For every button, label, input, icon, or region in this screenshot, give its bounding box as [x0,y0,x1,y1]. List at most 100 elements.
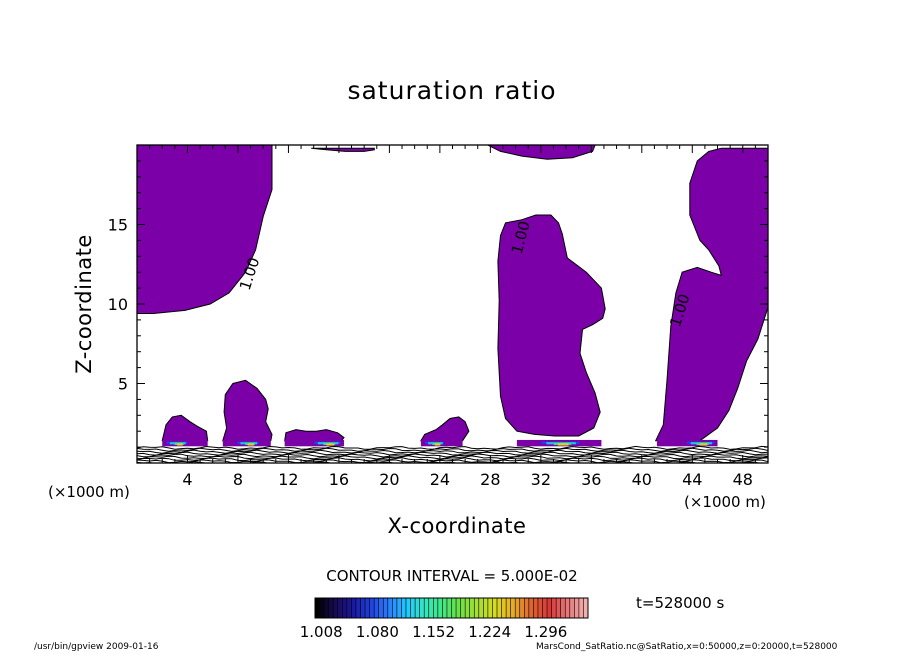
colorbar-cell [524,598,530,618]
colorbar-cell [337,598,343,618]
colorbar-cell [578,598,584,618]
x-tick-label: 20 [379,470,399,489]
saturated-region-bump-25 [420,416,470,442]
colorbar-cell [547,598,552,618]
surface-color-patch [326,443,334,446]
x-tick-label: 32 [531,470,551,489]
colorbar-cell [569,598,575,618]
footer-right: MarsCond_SatRatio.nc@SatRatio,x=0:50000,… [536,642,838,652]
saturated-region-bump-left [161,414,209,442]
surface-color-patch [434,443,441,446]
x-unit-label-right: (×1000 m) [684,493,766,511]
x-axis-label: X-coordinate [387,514,527,538]
colorbar-cell [542,598,548,618]
colorbar-cell [406,598,411,618]
y-tick-label: 10 [108,295,128,314]
colorbar-cell [528,598,534,618]
colorbar-tick-label: 1.152 [412,623,455,641]
colorbar-cell [492,598,498,618]
colorbar-cell [319,598,325,618]
colorbar-cell [478,598,484,618]
colorbar-cell [428,598,434,618]
colorbar-cell [324,598,329,618]
colorbar-cell [556,598,561,618]
colorbar-cell [537,598,543,618]
colorbar-tick-label: 1.008 [300,623,343,641]
colorbar-cell [501,598,507,618]
colorbar-cell [369,598,375,618]
surface-color-patch [247,443,254,446]
surface-contour-line [137,451,768,456]
saturated-region-upper-left [137,145,273,314]
colorbar-cell [456,598,461,618]
saturated-region-top-sliver-31 [487,145,596,160]
colorbar-cell [365,598,370,618]
x-tick-label: 48 [733,470,753,489]
surface-contour-line [137,447,768,452]
colorbar-cell [533,598,539,618]
surface-contour-line [137,445,768,450]
colorbar-cell [437,598,443,618]
x-tick-label: 24 [430,470,450,489]
x-tick-label: 36 [581,470,601,489]
x-tick-label: 28 [480,470,500,489]
surface-color-patch [699,443,708,446]
colorbar-cell [497,598,502,618]
colorbar-cell [574,598,580,618]
surface-contour-line [137,453,768,458]
colorbar-cell [392,598,398,618]
colorbar-cell [483,598,489,618]
colorbar-cell [469,598,475,618]
colorbar-cell [446,598,452,618]
colorbar-cell [342,598,348,618]
colorbar-cell [424,598,430,618]
colorbar-cell [583,598,589,618]
colorbar-frame [314,597,589,619]
surface-color-patch [177,443,183,446]
colorbar-cell [360,598,366,618]
surface-contour-line [137,455,768,460]
colorbar-cell [474,598,480,618]
colorbar-cell [383,598,389,618]
contour-interval-label: CONTOUR INTERVAL = 5.000E-02 [326,567,578,585]
saturated-region-top-sliver-15 [311,147,375,152]
colorbar-cell [515,598,521,618]
colorbar-cell [487,598,493,618]
colorbar-cell [387,598,393,618]
colorbar-cell [565,598,571,618]
y-tick-label: 15 [108,216,128,235]
colorbar-cell [355,598,361,618]
colorbar-cell [351,598,357,618]
colorbar-cell [401,598,407,618]
colorbar-cell [451,598,457,618]
colorbar-tick-label: 1.224 [468,623,511,641]
surface-contour-line [137,449,768,454]
surface-color-patch [557,443,569,446]
x-unit-label-left: (×1000 m) [48,483,130,501]
x-tick-label: 8 [233,470,243,489]
colorbar-cell [506,598,511,618]
footer-left: /usr/bin/gpview 2009-01-16 [34,642,159,652]
x-tick-label: 4 [182,470,192,489]
saturated-region-bump-12 [284,429,345,442]
colorbar-tick-label: 1.080 [356,623,399,641]
colorbar-cell [378,598,384,618]
x-tick-label: 16 [329,470,349,489]
colorbar-cell [410,598,416,618]
colorbar-cell [551,598,557,618]
colorbar-cell [465,598,470,618]
colorbar-cell [415,598,420,618]
colorbar-cell [510,598,516,618]
colorbar-tick-label: 1.296 [524,623,567,641]
x-tick-label: 12 [278,470,298,489]
saturated-region-right-column [654,147,768,442]
colorbar-cell [442,598,448,618]
colorbar-cell [419,598,425,618]
colorbar-cell [560,598,566,618]
colorbar-cell [328,598,334,618]
colorbar-cell [346,598,352,618]
saturated-region-central-column [497,214,606,437]
colorbar-cell [333,598,339,618]
chart-title: saturation ratio [347,76,557,105]
